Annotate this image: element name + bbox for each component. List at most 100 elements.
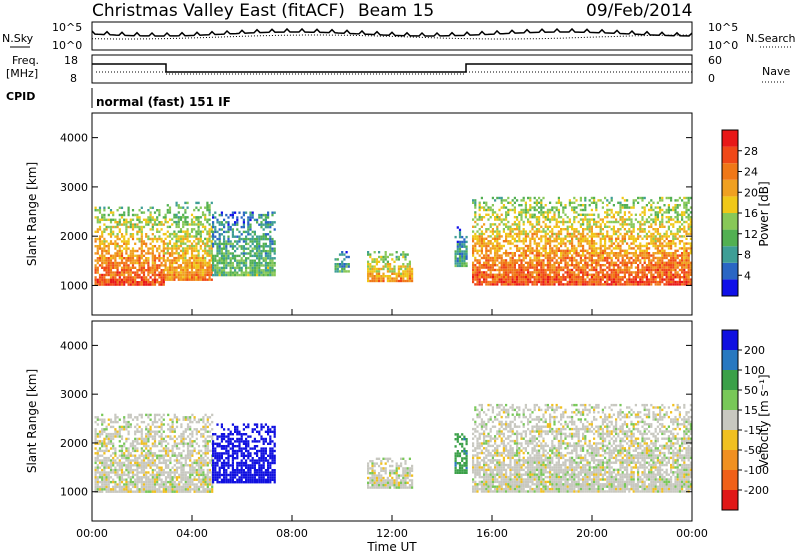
echo-cell	[617, 244, 620, 248]
echo-cell	[127, 283, 130, 286]
echo-cell	[529, 206, 532, 209]
echo-cell	[485, 271, 488, 274]
echo-cell	[623, 220, 626, 224]
echo-cell	[105, 249, 108, 253]
echo-cell	[125, 466, 128, 469]
echo-cell	[138, 464, 141, 467]
echo-cell	[678, 247, 681, 250]
echo-cell	[518, 268, 521, 272]
echo-cell	[667, 271, 670, 274]
echo-cell	[116, 471, 119, 474]
echo-cell	[480, 244, 483, 248]
echo-cell	[118, 473, 121, 477]
echo-cell	[197, 232, 200, 236]
echo-cell	[98, 221, 102, 224]
echo-cell	[234, 257, 237, 260]
echo-cell	[617, 242, 620, 245]
echo-cell	[397, 272, 400, 275]
echo-cell	[665, 208, 668, 212]
echo-cell	[112, 278, 115, 281]
echo-cell	[267, 257, 270, 260]
echo-cell	[520, 204, 523, 207]
echo-cell	[582, 273, 585, 276]
echo-cell	[236, 264, 239, 267]
echo-cell	[367, 263, 370, 266]
echo-cell	[634, 240, 637, 243]
echo-cell	[153, 440, 157, 443]
echo-cell	[599, 247, 602, 250]
echo-cell	[687, 228, 690, 231]
echo-cell	[142, 464, 146, 467]
echo-cell	[654, 261, 657, 264]
echo-cell	[502, 199, 505, 202]
echo-cell	[96, 488, 99, 491]
echo-cell	[120, 261, 124, 265]
echo-cell	[149, 483, 152, 486]
echo-cell	[496, 225, 499, 228]
echo-cell	[654, 280, 657, 284]
echo-cell	[101, 440, 104, 443]
echo-cell	[118, 476, 121, 479]
echo-cell	[260, 252, 263, 255]
echo-cell	[494, 261, 497, 264]
echo-cell	[103, 430, 106, 433]
echo-cell	[101, 281, 104, 284]
echo-cell	[140, 468, 143, 472]
echo-cell	[231, 242, 234, 246]
echo-cell	[621, 225, 624, 228]
echo-cell	[643, 208, 646, 212]
echo-cell	[267, 271, 270, 274]
echo-cell	[227, 242, 230, 246]
echo-cell	[273, 271, 276, 274]
echo-cell	[168, 266, 172, 269]
echo-cell	[661, 216, 664, 219]
echo-cell	[595, 206, 598, 209]
echo-cell	[599, 249, 602, 252]
echo-cell	[384, 255, 387, 259]
echo-cell	[134, 271, 137, 274]
echo-cell	[648, 216, 651, 219]
echo-cell	[659, 264, 662, 267]
echo-cell	[107, 423, 110, 426]
echo-cell	[518, 237, 521, 240]
echo-cell	[575, 211, 578, 214]
echo-cell	[667, 218, 670, 221]
echo-cell	[123, 269, 126, 272]
echo-cell	[665, 271, 668, 274]
echo-cell	[601, 220, 604, 224]
echo-cell	[156, 478, 159, 481]
echo-cell	[264, 273, 267, 277]
echo-cell	[502, 218, 505, 221]
echo-cell	[623, 223, 626, 226]
echo-cell	[136, 440, 139, 443]
echo-cell	[595, 242, 598, 245]
echo-cell	[123, 452, 126, 455]
echo-cell	[544, 204, 547, 207]
echo-cell	[483, 276, 486, 279]
echo-cell	[601, 235, 604, 238]
echo-cell	[463, 252, 466, 256]
echo-cell	[227, 223, 230, 226]
echo-cell	[474, 268, 477, 272]
echo-cell	[496, 235, 499, 238]
echo-cell	[94, 483, 97, 486]
echo-cell	[529, 213, 532, 216]
echo-cell	[615, 211, 618, 214]
echo-cell	[175, 225, 178, 229]
echo-cell	[206, 266, 209, 269]
echo-cell	[483, 216, 486, 219]
echo-cell	[149, 430, 152, 433]
echo-cell	[456, 257, 459, 260]
echo-cell	[131, 485, 135, 489]
echo-cell	[654, 271, 657, 274]
echo-cell	[520, 283, 523, 286]
echo-cell	[204, 273, 207, 277]
echo-cell	[127, 264, 130, 267]
echo-cell	[138, 461, 141, 465]
echo-cell	[197, 261, 200, 265]
echo-cell	[544, 218, 547, 221]
echo-cell	[617, 271, 620, 274]
echo-cell	[546, 256, 549, 260]
echo-cell	[498, 278, 501, 281]
echo-cell	[98, 247, 102, 250]
